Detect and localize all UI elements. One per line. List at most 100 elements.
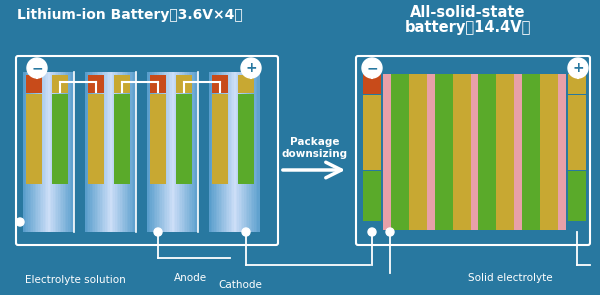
Circle shape (568, 58, 588, 78)
Bar (131, 72, 134, 232)
Bar (107, 72, 109, 232)
Bar (70, 72, 72, 232)
Bar (221, 72, 223, 232)
Bar (56, 72, 58, 232)
Circle shape (241, 58, 261, 78)
Bar (254, 72, 256, 232)
Bar (38, 72, 40, 232)
Bar (92, 72, 94, 232)
Bar (169, 72, 171, 232)
Bar (173, 72, 176, 232)
Bar (238, 75, 254, 93)
Bar (227, 72, 229, 232)
Bar (187, 72, 189, 232)
Circle shape (362, 58, 382, 78)
Bar (101, 72, 104, 232)
Bar (151, 72, 152, 232)
Bar (118, 72, 121, 232)
Bar (98, 72, 101, 232)
Text: battery〈14.4V〉: battery〈14.4V〉 (405, 20, 531, 35)
Bar (238, 72, 239, 232)
Bar (245, 72, 248, 232)
Bar (52, 75, 68, 93)
Bar (160, 72, 163, 232)
Bar (232, 72, 235, 232)
Bar (88, 72, 91, 232)
Bar (26, 75, 42, 93)
Bar (194, 72, 196, 232)
Bar (236, 72, 238, 232)
Bar (23, 72, 25, 232)
Bar (28, 72, 30, 232)
Bar (26, 94, 42, 184)
Bar (166, 72, 167, 232)
Bar (154, 72, 156, 232)
Bar (223, 72, 224, 232)
Bar (478, 74, 496, 230)
Bar (568, 171, 586, 221)
Bar (55, 72, 57, 232)
Text: All-solid-state: All-solid-state (410, 5, 526, 20)
Text: Solid electrolyte: Solid electrolyte (467, 273, 553, 283)
Text: Cathode: Cathode (218, 280, 262, 290)
Bar (242, 72, 245, 232)
Bar (113, 72, 115, 232)
Bar (212, 72, 215, 232)
Bar (391, 74, 409, 230)
Bar (150, 94, 166, 184)
Bar (251, 72, 253, 232)
Bar (105, 72, 107, 232)
Bar (40, 72, 42, 232)
Bar (253, 72, 254, 232)
Text: +: + (245, 61, 257, 75)
Bar (53, 72, 55, 232)
Bar (25, 72, 27, 232)
Bar (65, 72, 67, 232)
Bar (86, 72, 89, 232)
Bar (363, 95, 381, 170)
Bar (31, 72, 34, 232)
Bar (234, 72, 236, 232)
Bar (44, 72, 47, 232)
Bar (175, 72, 178, 232)
Bar (33, 72, 35, 232)
Circle shape (386, 228, 394, 236)
Bar (568, 95, 586, 170)
Bar (192, 72, 194, 232)
Circle shape (154, 228, 162, 236)
Bar (94, 72, 95, 232)
Bar (229, 72, 231, 232)
Text: Package
downsizing: Package downsizing (282, 137, 348, 159)
Bar (147, 72, 149, 232)
Bar (241, 72, 243, 232)
Bar (212, 94, 228, 184)
Bar (470, 74, 478, 230)
Bar (130, 72, 132, 232)
Bar (172, 72, 174, 232)
Bar (217, 72, 220, 232)
Bar (48, 72, 50, 232)
Bar (188, 72, 191, 232)
Bar (179, 72, 181, 232)
Bar (164, 72, 166, 232)
Bar (176, 94, 192, 184)
Bar (52, 72, 53, 232)
Bar (167, 72, 169, 232)
Bar (196, 72, 197, 232)
Bar (95, 72, 97, 232)
Bar (155, 72, 157, 232)
Bar (177, 72, 179, 232)
Bar (58, 72, 60, 232)
Bar (383, 74, 391, 230)
Bar (522, 74, 540, 230)
Bar (112, 72, 114, 232)
Bar (182, 72, 184, 232)
Bar (110, 72, 112, 232)
Bar (176, 75, 192, 93)
Bar (120, 72, 122, 232)
Bar (244, 72, 246, 232)
Circle shape (368, 228, 376, 236)
Bar (52, 94, 68, 184)
Bar (41, 72, 43, 232)
Bar (35, 72, 37, 232)
